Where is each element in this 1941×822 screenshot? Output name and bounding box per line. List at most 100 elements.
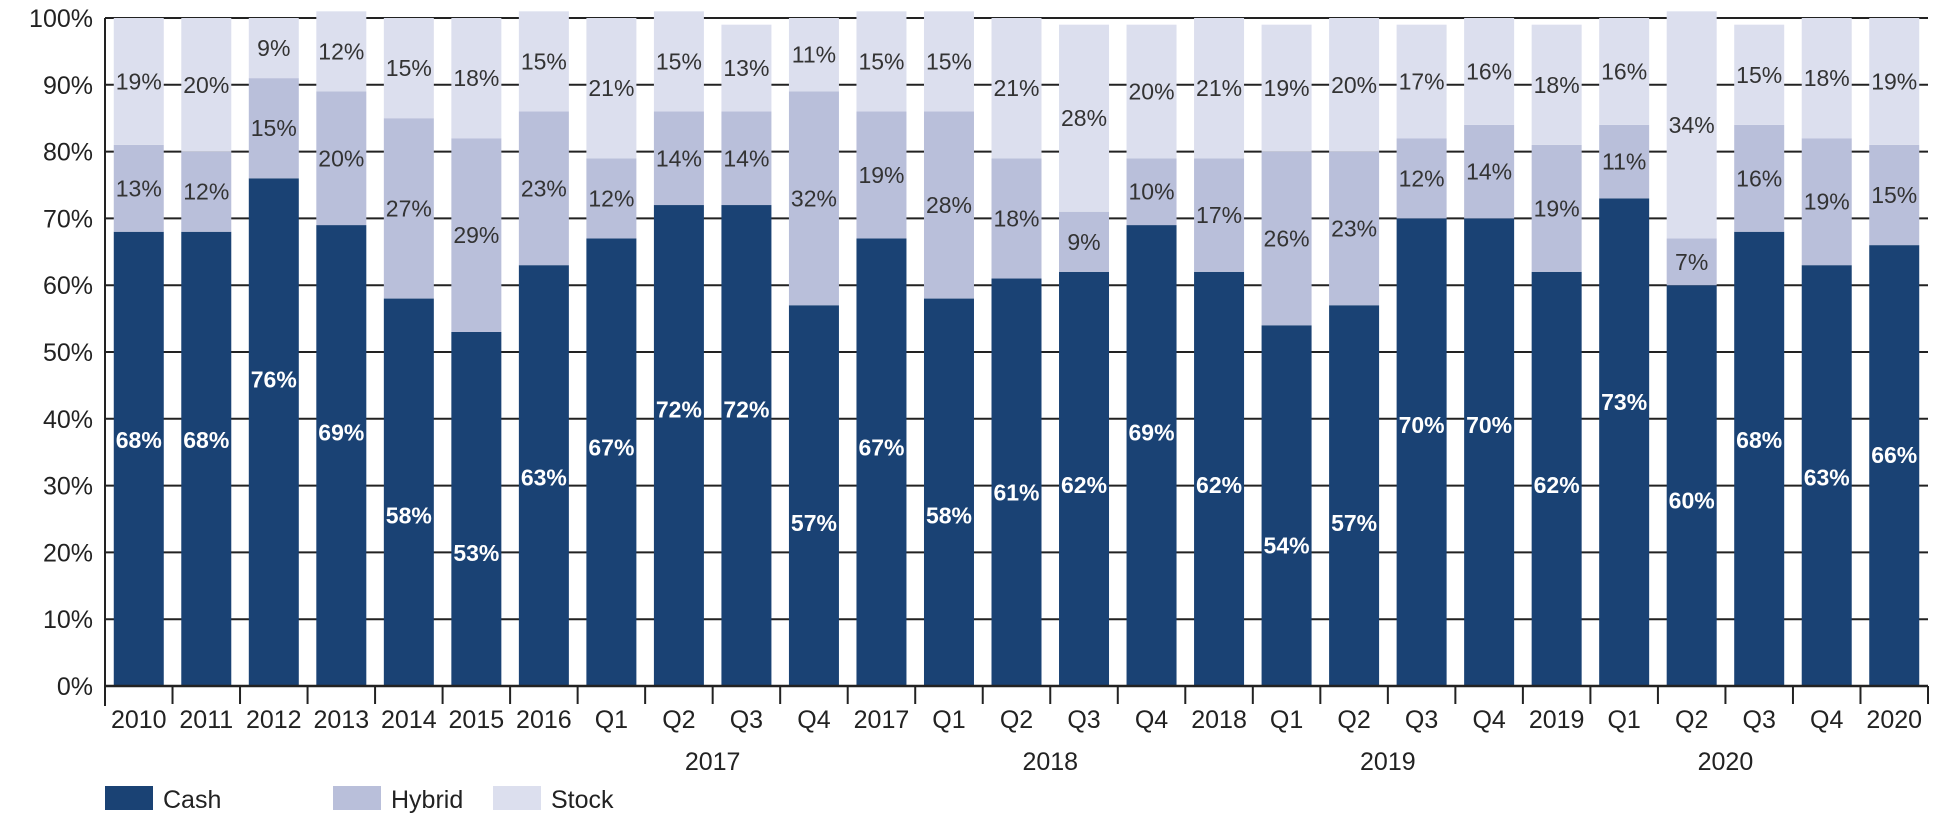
x-tick-label: Q3 (1743, 706, 1776, 734)
data-label-hybrid: 14% (656, 145, 702, 171)
x-tick-label: 2019 (1529, 706, 1585, 734)
data-label-hybrid: 12% (1399, 165, 1445, 191)
data-label-cash: 58% (386, 502, 432, 528)
bar-hybrid (1126, 158, 1177, 226)
y-tick-label: 70% (43, 205, 93, 233)
data-label-hybrid: 13% (116, 175, 162, 201)
bar-cash (1396, 218, 1447, 686)
bar-stock (586, 18, 637, 159)
bar-stock (1194, 18, 1245, 159)
x-tick-label: 2020 (1866, 706, 1922, 734)
x-group-label: 2018 (1022, 748, 1078, 776)
bar-hybrid (1869, 144, 1920, 246)
bar-hybrid (113, 144, 164, 232)
x-tick-label: 2012 (246, 706, 302, 734)
x-tick-label: Q2 (1337, 706, 1370, 734)
x-tick-label: Q4 (797, 706, 830, 734)
data-label-cash: 69% (1129, 419, 1175, 445)
data-label-cash: 68% (116, 427, 162, 453)
y-tick-label: 50% (43, 339, 93, 367)
bar-hybrid (1666, 238, 1717, 286)
x-tick-label: Q3 (1067, 706, 1100, 734)
bar-hybrid (991, 158, 1042, 279)
bar-cash (856, 238, 907, 686)
data-label-cash: 63% (1804, 465, 1850, 491)
data-label-cash: 73% (1601, 389, 1647, 415)
data-label-stock: 16% (1466, 58, 1512, 84)
bar-cash (1261, 325, 1312, 686)
data-label-hybrid: 19% (1804, 189, 1850, 215)
data-label-cash: 72% (723, 397, 769, 423)
bar-cash (1464, 218, 1515, 686)
bar-stock (856, 11, 907, 112)
data-label-stock: 15% (1736, 62, 1782, 88)
data-label-stock: 15% (858, 48, 904, 74)
data-label-stock: 9% (257, 35, 290, 61)
legend-label-hybrid: Hybrid (391, 786, 463, 814)
x-tick-label: Q2 (1000, 706, 1033, 734)
bar-cash (383, 298, 434, 686)
y-tick-label: 40% (43, 406, 93, 434)
bar-hybrid (1599, 124, 1650, 199)
x-tick-label: 2017 (854, 706, 910, 734)
bar-hybrid (181, 151, 232, 232)
bar-stock (1801, 18, 1852, 139)
x-tick-label: Q1 (1270, 706, 1303, 734)
data-label-stock: 20% (1129, 78, 1175, 104)
data-label-hybrid: 17% (1196, 202, 1242, 228)
data-label-stock: 15% (926, 48, 972, 74)
x-tick-label: 2011 (179, 706, 233, 734)
bar-hybrid (1059, 211, 1110, 272)
data-label-stock: 13% (723, 55, 769, 81)
data-label-stock: 19% (116, 68, 162, 94)
data-label-stock: 15% (521, 48, 567, 74)
bar-stock (383, 18, 434, 119)
bar-hybrid (721, 111, 772, 206)
bar-hybrid (316, 91, 367, 226)
data-label-stock: 20% (183, 72, 229, 98)
data-label-cash: 68% (1736, 427, 1782, 453)
data-label-hybrid: 12% (183, 179, 229, 205)
bar-cash (1194, 271, 1245, 686)
bar-hybrid (1396, 138, 1447, 219)
y-tick-label: 80% (43, 139, 93, 167)
data-label-cash: 62% (1196, 472, 1242, 498)
bar-stock (788, 18, 839, 92)
x-group-label: 2019 (1360, 748, 1416, 776)
bar-cash (788, 305, 839, 686)
bar-cash (721, 205, 772, 687)
bar-hybrid (856, 111, 907, 239)
bar-cash (113, 231, 164, 686)
bar-hybrid (383, 118, 434, 299)
data-label-hybrid: 19% (1534, 195, 1580, 221)
data-label-cash: 69% (318, 419, 364, 445)
bar-cash (923, 298, 974, 686)
bar-stock (1126, 24, 1177, 159)
bar-cash (1531, 271, 1582, 686)
data-label-stock: 34% (1669, 112, 1715, 138)
data-label-hybrid: 11% (1602, 149, 1646, 175)
data-label-stock: 12% (318, 38, 364, 64)
bar-stock (1464, 18, 1515, 125)
x-tick-label: Q1 (932, 706, 965, 734)
legend-label-stock: Stock (551, 786, 614, 814)
bar-stock (1531, 24, 1582, 145)
bar-cash (451, 331, 502, 686)
data-label-stock: 11% (792, 42, 836, 68)
data-label-stock: 19% (1871, 68, 1917, 94)
data-label-hybrid: 26% (1264, 225, 1310, 251)
bar-hybrid (1194, 158, 1245, 272)
data-label-stock: 18% (453, 65, 499, 91)
bar-cash (1599, 198, 1650, 687)
x-tick-label: Q2 (662, 706, 695, 734)
bar-cash (248, 178, 299, 686)
x-group-label: 2017 (685, 748, 741, 776)
x-tick-label: Q3 (730, 706, 763, 734)
legend-label-cash: Cash (163, 786, 221, 814)
data-label-hybrid: 32% (791, 185, 837, 211)
data-label-hybrid: 18% (993, 205, 1039, 231)
x-group-label: 2020 (1698, 748, 1754, 776)
data-label-hybrid: 14% (723, 145, 769, 171)
bar-stock (316, 11, 367, 92)
bar-stock (113, 18, 164, 145)
